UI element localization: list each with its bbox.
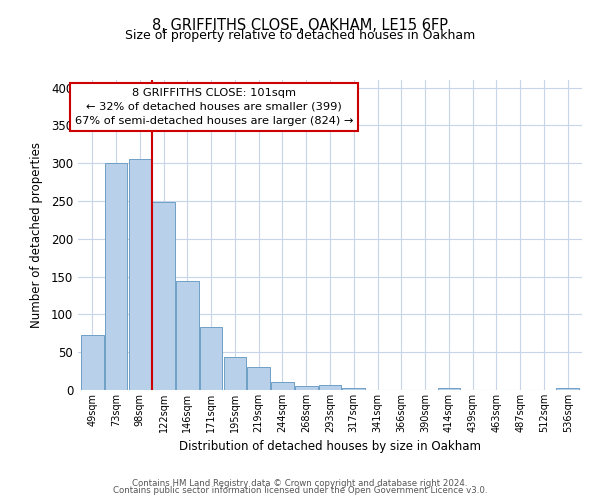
Bar: [437, 388, 460, 390]
Bar: [271, 382, 294, 390]
Bar: [295, 386, 317, 390]
Bar: [247, 366, 270, 390]
Text: Size of property relative to detached houses in Oakham: Size of property relative to detached ho…: [125, 29, 475, 42]
Bar: [152, 202, 175, 390]
Bar: [200, 327, 223, 390]
Bar: [343, 388, 365, 390]
X-axis label: Distribution of detached houses by size in Oakham: Distribution of detached houses by size …: [179, 440, 481, 454]
Text: Contains public sector information licensed under the Open Government Licence v3: Contains public sector information licen…: [113, 486, 487, 495]
Bar: [128, 160, 151, 390]
Y-axis label: Number of detached properties: Number of detached properties: [29, 142, 43, 328]
Bar: [81, 335, 104, 390]
Bar: [105, 163, 127, 390]
Text: 8, GRIFFITHS CLOSE, OAKHAM, LE15 6FP: 8, GRIFFITHS CLOSE, OAKHAM, LE15 6FP: [152, 18, 448, 32]
Bar: [176, 281, 199, 390]
Bar: [556, 388, 579, 390]
Text: 8 GRIFFITHS CLOSE: 101sqm
← 32% of detached houses are smaller (399)
67% of semi: 8 GRIFFITHS CLOSE: 101sqm ← 32% of detac…: [75, 88, 353, 126]
Text: Contains HM Land Registry data © Crown copyright and database right 2024.: Contains HM Land Registry data © Crown c…: [132, 478, 468, 488]
Bar: [224, 356, 246, 390]
Bar: [319, 386, 341, 390]
